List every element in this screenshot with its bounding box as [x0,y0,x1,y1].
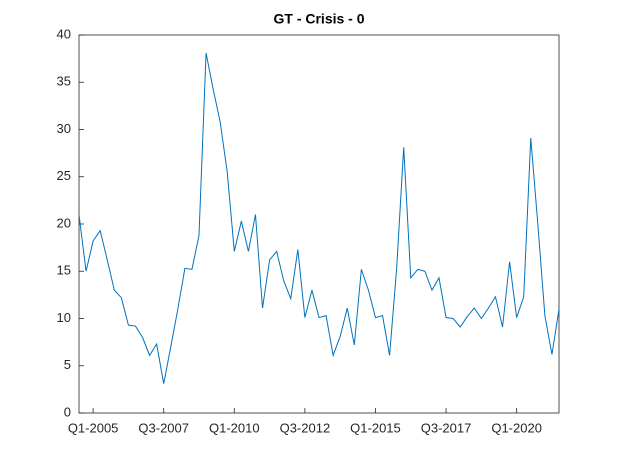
y-tick-label: 40 [57,26,71,41]
x-tick-label: Q1-2015 [350,420,401,435]
x-tick-label: Q3-2017 [421,420,472,435]
x-tick-label: Q3-2007 [138,420,189,435]
y-tick-label: 5 [64,357,71,372]
y-tick-label: 25 [57,168,71,183]
plot-area [78,34,560,414]
data-line [78,52,560,384]
y-tick-label: 30 [57,121,71,136]
x-tick-label: Q3-2012 [280,420,331,435]
x-tick-label: Q1-2020 [491,420,542,435]
chart-title: GT - Crisis - 0 [273,11,364,27]
x-tick-label: Q1-2005 [68,420,119,435]
y-tick-label: 15 [57,263,71,278]
x-tick-label: Q1-2010 [209,420,260,435]
y-tick-label: 35 [57,74,71,89]
y-tick-label: 20 [57,215,71,230]
y-tick-label: 10 [57,310,71,325]
y-tick-label: 0 [64,404,71,419]
